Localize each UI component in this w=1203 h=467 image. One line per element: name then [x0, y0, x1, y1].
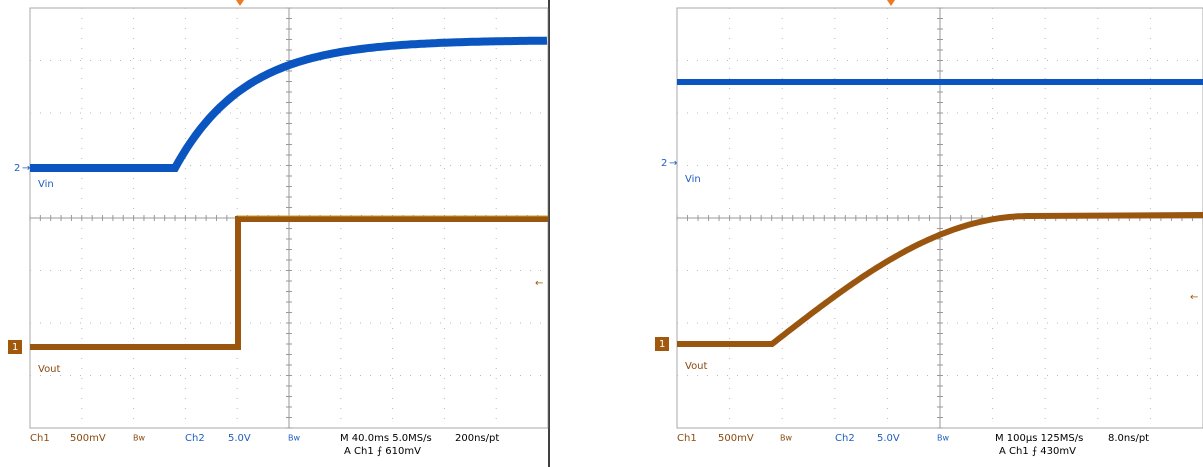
ref-arrow: ← — [535, 278, 543, 289]
scope-panel-0: ← 2 → Vin 1 Vout Ch1 500mV Bw Ch2 5.0V Bw M 40.0ms 5… — [8, 0, 549, 457]
readout-time: M 100µs 125MS/s — [995, 433, 1083, 444]
ref-arrow: ← — [1190, 292, 1198, 303]
ch2-arrow: → — [22, 163, 30, 174]
readout-rate: 200ns/pt — [455, 433, 499, 444]
readout-ch1: Ch1 — [677, 433, 697, 444]
readout-time: M 40.0ms 5.0MS/s — [340, 433, 432, 444]
readout-ch2: Ch2 — [185, 433, 205, 444]
ch2-marker: 2 — [14, 163, 20, 174]
readout-bw1: Bw — [780, 434, 792, 443]
readout-ch2_scale: 5.0V — [877, 433, 900, 444]
vin-label: Vin — [38, 179, 54, 190]
readout-ch2: Ch2 — [835, 433, 855, 444]
trigger-marker — [236, 0, 244, 6]
ch1-trace — [30, 216, 548, 350]
readout-trigger: A Ch1 ⨍ 430mV — [999, 446, 1076, 457]
readout-rate: 8.0ns/pt — [1108, 433, 1149, 444]
ch1-trace — [677, 212, 1203, 347]
vout-label: Vout — [685, 361, 708, 372]
ch1-marker-box — [8, 340, 22, 354]
readout-bw2: Bw — [288, 434, 300, 443]
ch1-marker: 1 — [659, 339, 665, 350]
readout-ch1_scale: 500mV — [718, 433, 754, 444]
scope-panel-1: ← 2 → Vin 1 Vout Ch1 500mV Bw Ch2 5.0V Bw M 100µs 12… — [655, 0, 1203, 457]
readout-bw1: Bw — [133, 434, 145, 443]
readout-ch2_scale: 5.0V — [228, 433, 251, 444]
readout-ch1_scale: 500mV — [70, 433, 106, 444]
ch1-marker: 1 — [12, 342, 18, 353]
readout-trigger: A Ch1 ⨍ 610mV — [344, 446, 421, 457]
readout-bw2: Bw — [937, 434, 949, 443]
ch2-marker: 2 — [661, 158, 667, 169]
vout-label: Vout — [38, 364, 61, 375]
ch2-trace — [30, 36, 548, 172]
readout-ch1: Ch1 — [30, 433, 50, 444]
vin-label: Vin — [685, 174, 701, 185]
trigger-marker — [887, 0, 895, 6]
ch2-arrow: → — [669, 158, 677, 169]
ch1-marker-box — [655, 337, 669, 351]
